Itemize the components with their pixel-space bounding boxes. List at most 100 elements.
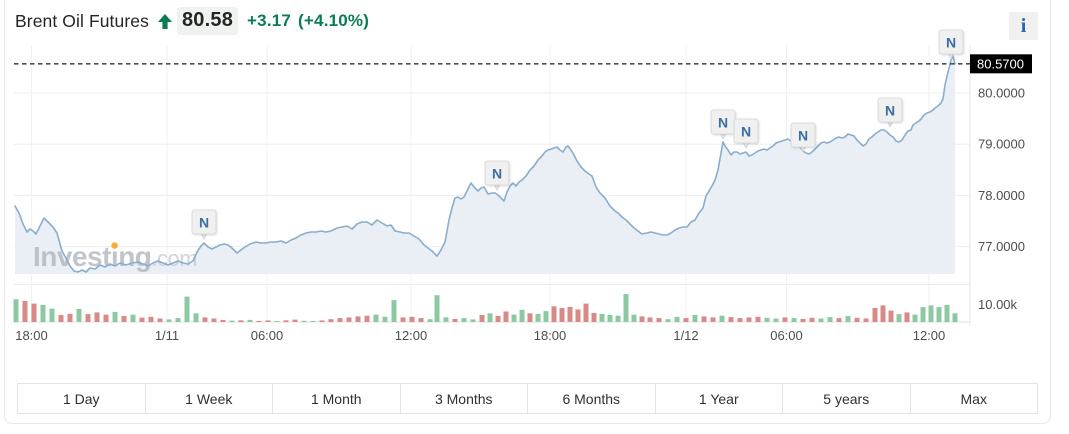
volume-bar — [782, 317, 788, 322]
volume-bar — [175, 318, 181, 322]
news-marker[interactable]: N — [938, 29, 964, 60]
y-axis-label: 79.0000 — [978, 137, 1025, 152]
volume-bar — [495, 315, 501, 322]
volume-bar — [193, 313, 199, 323]
volume-bar — [800, 318, 806, 322]
volume-bar — [157, 318, 163, 322]
volume-bar — [76, 308, 82, 322]
volume-bar — [256, 320, 262, 322]
volume-bar — [443, 317, 449, 322]
volume-bar — [527, 313, 533, 323]
volume-bar — [692, 315, 698, 322]
volume-bar — [710, 317, 716, 322]
volume-bar — [863, 318, 869, 322]
news-marker[interactable]: N — [877, 97, 903, 128]
y-axis-label: 78.0000 — [978, 188, 1025, 203]
price-change-percent: (+4.10%) — [298, 11, 370, 30]
volume-bar — [599, 313, 605, 322]
volume-bar — [265, 320, 271, 322]
volume-bar — [22, 301, 28, 322]
volume-bar — [130, 314, 136, 322]
volume-bar — [719, 315, 725, 322]
news-marker[interactable]: N — [710, 109, 736, 140]
news-marker[interactable]: N — [790, 122, 816, 153]
volume-bar — [559, 308, 565, 322]
range-button-3-months[interactable]: 3 Months — [400, 384, 528, 413]
volume-bar — [373, 314, 379, 322]
price-line — [14, 55, 956, 273]
volume-bar — [49, 308, 55, 322]
volume-bar — [836, 318, 842, 322]
svg-text:N: N — [946, 35, 956, 51]
volume-bar — [656, 318, 662, 322]
volume-bar — [229, 320, 235, 322]
volume-bar — [292, 319, 298, 322]
volume-bar — [647, 317, 653, 322]
range-button-1-day[interactable]: 1 Day — [18, 384, 146, 413]
time-range-toolbar: 1 Day 1 Week 1 Month 3 Months 6 Months 1 Year… — [17, 383, 1038, 414]
range-button-1-month[interactable]: 1 Month — [273, 384, 401, 413]
range-button-6-months[interactable]: 6 Months — [528, 384, 656, 413]
volume-bar — [952, 313, 958, 323]
volume-bar — [391, 300, 397, 322]
volume-bar — [701, 316, 707, 322]
volume-bar — [567, 306, 573, 322]
volume-bar — [872, 308, 878, 322]
volume-bar — [283, 320, 289, 323]
svg-text:N: N — [741, 124, 751, 140]
volume-bar — [551, 306, 557, 323]
volume-bar — [319, 320, 325, 322]
news-marker[interactable]: N — [733, 118, 759, 149]
volume-bar — [896, 314, 902, 322]
volume-bar — [220, 319, 226, 322]
last-price-badge — [970, 54, 1032, 74]
volume-bar — [728, 317, 734, 322]
volume-bar — [355, 316, 361, 322]
volume-bar — [13, 299, 19, 323]
volume-bar — [511, 314, 517, 322]
volume-bar — [615, 315, 621, 322]
volume-bar — [535, 313, 541, 322]
volume-bar — [202, 317, 208, 322]
volume-bar — [639, 316, 645, 322]
volume-bar — [328, 319, 334, 322]
volume-bar — [912, 314, 918, 322]
price-chart[interactable]: Investıng.com 80.0000 79.0000 78.0000 77.000… — [0, 0, 1069, 380]
price-up-arrow-icon — [157, 13, 172, 29]
volume-bar — [58, 315, 64, 322]
volume-bar — [434, 295, 440, 322]
volume-bar — [845, 316, 851, 323]
volume-bar — [755, 316, 761, 323]
volume-bar — [67, 313, 73, 322]
volume-bar — [112, 311, 118, 323]
volume-bar — [409, 316, 415, 323]
x-axis-label: 12:00 — [395, 328, 428, 343]
volume-bar — [346, 317, 352, 322]
info-button[interactable]: i — [1009, 12, 1038, 40]
news-marker[interactable]: N — [484, 160, 510, 191]
volume-bar — [166, 319, 172, 322]
investing-watermark: Investıng.com — [33, 241, 197, 272]
volume-bar — [944, 304, 950, 323]
volume-bar — [94, 312, 100, 322]
volume-bar — [337, 318, 343, 322]
volume-bar — [400, 317, 406, 322]
x-axis-label: 1/11 — [155, 328, 179, 343]
volume-bar — [31, 303, 37, 322]
volume-bar — [427, 319, 433, 322]
volume-bar — [818, 318, 824, 322]
last-price-badge-label: 80.5700 — [977, 56, 1024, 71]
news-marker[interactable]: N — [191, 209, 217, 240]
info-icon: i — [1020, 14, 1027, 37]
volume-bar — [575, 309, 581, 322]
volume-bar — [674, 316, 680, 323]
svg-text:N: N — [718, 115, 728, 131]
volume-bar — [936, 307, 942, 322]
range-button-1-year[interactable]: 1 Year — [655, 384, 783, 413]
last-price-highlight: 80.58 — [176, 7, 239, 35]
volume-bar — [310, 320, 316, 322]
range-button-max[interactable]: Max — [910, 384, 1037, 413]
range-button-1-week[interactable]: 1 Week — [145, 384, 273, 413]
range-button-5-years[interactable]: 5 years — [783, 384, 911, 413]
volume-bar — [418, 318, 424, 322]
